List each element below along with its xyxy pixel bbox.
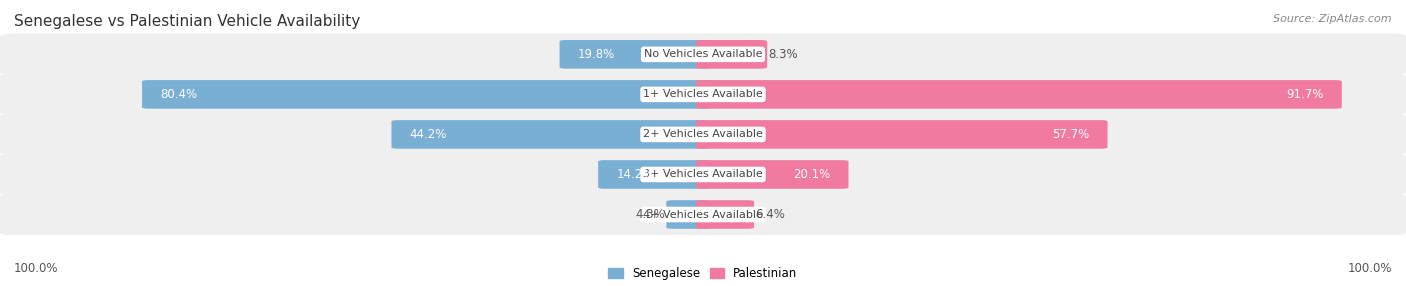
Text: 2+ Vehicles Available: 2+ Vehicles Available <box>643 130 763 139</box>
Text: 20.1%: 20.1% <box>793 168 830 181</box>
Text: No Vehicles Available: No Vehicles Available <box>644 49 762 59</box>
Text: 4.3%: 4.3% <box>636 208 665 221</box>
Text: 3+ Vehicles Available: 3+ Vehicles Available <box>643 170 763 179</box>
Text: Source: ZipAtlas.com: Source: ZipAtlas.com <box>1274 14 1392 24</box>
Text: 80.4%: 80.4% <box>160 88 197 101</box>
Legend: Senegalese, Palestinian: Senegalese, Palestinian <box>609 267 797 280</box>
Text: 19.8%: 19.8% <box>578 48 614 61</box>
Text: 8.3%: 8.3% <box>769 48 799 61</box>
Text: 57.7%: 57.7% <box>1052 128 1090 141</box>
Text: 91.7%: 91.7% <box>1286 88 1323 101</box>
Text: 4+ Vehicles Available: 4+ Vehicles Available <box>643 210 763 219</box>
Text: 100.0%: 100.0% <box>14 262 59 275</box>
Text: Senegalese vs Palestinian Vehicle Availability: Senegalese vs Palestinian Vehicle Availa… <box>14 14 360 29</box>
Text: 14.2%: 14.2% <box>616 168 654 181</box>
Text: 100.0%: 100.0% <box>1347 262 1392 275</box>
Text: 6.4%: 6.4% <box>755 208 786 221</box>
Text: 1+ Vehicles Available: 1+ Vehicles Available <box>643 90 763 99</box>
Text: 44.2%: 44.2% <box>409 128 447 141</box>
